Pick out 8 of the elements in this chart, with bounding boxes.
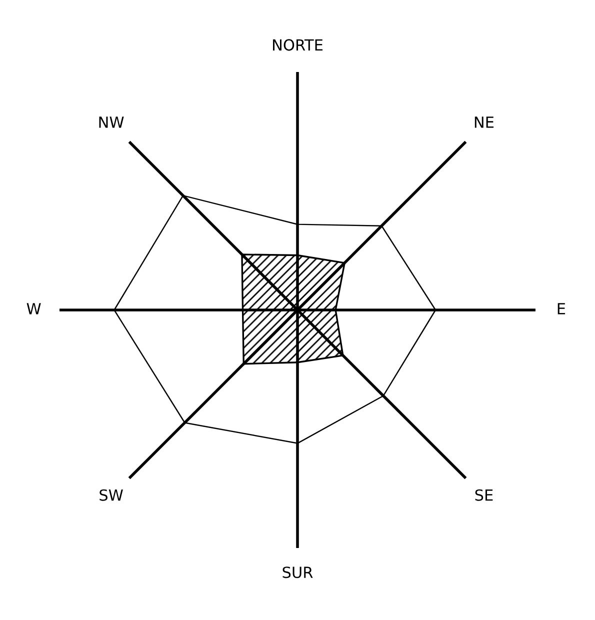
spoke-label: SW — [100, 489, 123, 501]
spoke-label: NORTE — [273, 39, 322, 51]
spoke-label: E — [558, 303, 566, 314]
spoke-label: NE — [474, 116, 494, 128]
spoke-label: SUR — [282, 566, 313, 578]
spoke-label: SE — [475, 489, 493, 501]
spoke-label: W — [26, 303, 41, 314]
spoke-label: NW — [99, 116, 124, 128]
